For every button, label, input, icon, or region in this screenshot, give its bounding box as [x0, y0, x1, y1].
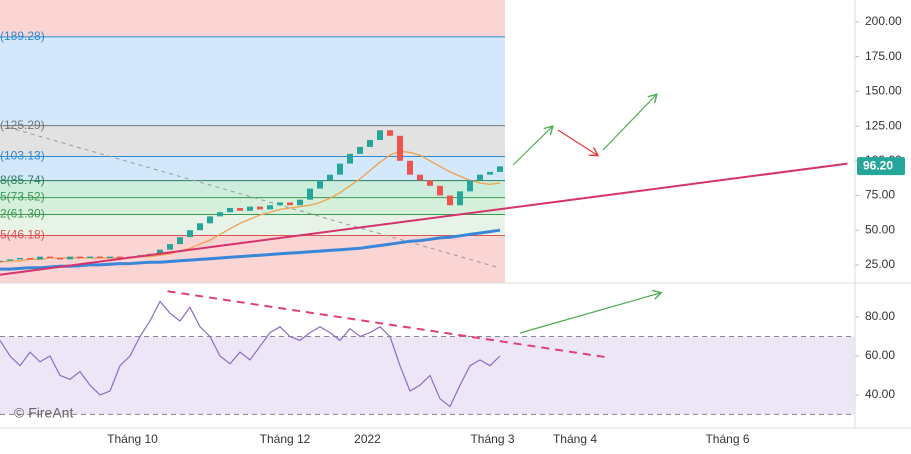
- y-tick-label: 80.00: [865, 309, 895, 323]
- y-tick-label: 40.00: [865, 387, 895, 401]
- candle: [287, 202, 293, 206]
- candle: [387, 130, 393, 136]
- candle: [497, 166, 503, 172]
- candle: [177, 237, 183, 245]
- candle: [367, 139, 373, 147]
- trendline: [0, 162, 848, 276]
- candle: [457, 191, 463, 206]
- watermark: © FireAnt: [14, 405, 73, 421]
- fib-band: [0, 0, 505, 37]
- candle: [407, 160, 413, 175]
- fib-label: 8(85.74): [0, 173, 45, 187]
- candle: [277, 202, 283, 206]
- candle: [337, 163, 343, 175]
- y-tick-label: 75.00: [865, 188, 895, 202]
- x-tick-label: Tháng 4: [553, 432, 597, 446]
- arrow: [512, 127, 552, 166]
- arrow: [519, 293, 660, 334]
- candle: [377, 130, 383, 140]
- fib-band: [0, 235, 505, 283]
- candle: [47, 256, 53, 259]
- candle: [257, 206, 263, 210]
- candle: [327, 174, 333, 181]
- price-tag: [857, 157, 905, 176]
- candle: [227, 208, 233, 213]
- x-tick-label: 2022: [354, 432, 381, 446]
- dashed-trendline: [0, 124, 501, 269]
- candle: [447, 195, 453, 206]
- ma-short: [0, 150, 501, 263]
- candle: [427, 180, 433, 186]
- candle: [187, 230, 193, 238]
- candle: [267, 205, 273, 210]
- candle: [7, 259, 13, 261]
- candle: [67, 256, 73, 260]
- candle: [417, 174, 423, 181]
- candle: [207, 216, 213, 224]
- candle: [317, 180, 323, 189]
- fib-band: [0, 36, 505, 126]
- candle: [237, 208, 243, 211]
- candle: [247, 206, 253, 211]
- y-tick-label: 125.00: [865, 118, 902, 132]
- candle: [197, 223, 203, 231]
- candle: [167, 244, 173, 250]
- x-tick-label: Tháng 12: [260, 432, 311, 446]
- candle: [487, 171, 493, 175]
- x-tick-label: Tháng 3: [470, 432, 514, 446]
- fib-label: (189.28): [0, 29, 45, 43]
- rsi-band: [0, 336, 855, 415]
- y-tick-label: 25.00: [865, 257, 895, 271]
- candle: [57, 258, 63, 260]
- fib-band: [0, 180, 505, 198]
- fib-label: (103.13): [0, 149, 45, 163]
- candle: [37, 256, 43, 260]
- candle: [17, 258, 23, 260]
- candle: [117, 256, 123, 259]
- rsi-line: [0, 300, 501, 408]
- candle: [297, 199, 303, 206]
- y-tick-label: 175.00: [865, 49, 902, 63]
- candle: [397, 135, 403, 161]
- candle: [0, 260, 3, 262]
- candle: [477, 174, 483, 181]
- ma-long: [0, 228, 501, 271]
- arrow: [557, 129, 597, 155]
- x-tick-label: Tháng 10: [107, 432, 158, 446]
- y-tick-label: 150.00: [865, 84, 902, 98]
- fib-band: [0, 125, 505, 157]
- rsi-trendline: [167, 290, 606, 358]
- y-tick-label: 200.00: [865, 14, 902, 28]
- fib-label: 2(61.30): [0, 207, 45, 221]
- candle: [77, 256, 83, 259]
- fib-band: [0, 197, 505, 215]
- candle: [97, 256, 103, 259]
- arrow: [602, 95, 656, 151]
- candle: [157, 249, 163, 254]
- x-tick-label: Tháng 6: [705, 432, 749, 446]
- fib-label: 5(46.18): [0, 228, 45, 242]
- candle: [347, 153, 353, 164]
- fib-band: [0, 214, 505, 236]
- candle: [27, 258, 33, 260]
- candle: [357, 146, 363, 154]
- fib-label: (125.29): [0, 118, 45, 132]
- candle: [307, 188, 313, 200]
- candle: [87, 256, 93, 259]
- candle: [107, 256, 113, 259]
- candle: [437, 185, 443, 196]
- candle: [467, 180, 473, 192]
- price-tag-label: 96.20: [863, 158, 893, 172]
- fib-label: 5(73.52): [0, 190, 45, 204]
- y-tick-label: 50.00: [865, 222, 895, 236]
- candle: [217, 212, 223, 217]
- y-tick-label: 60.00: [865, 348, 895, 362]
